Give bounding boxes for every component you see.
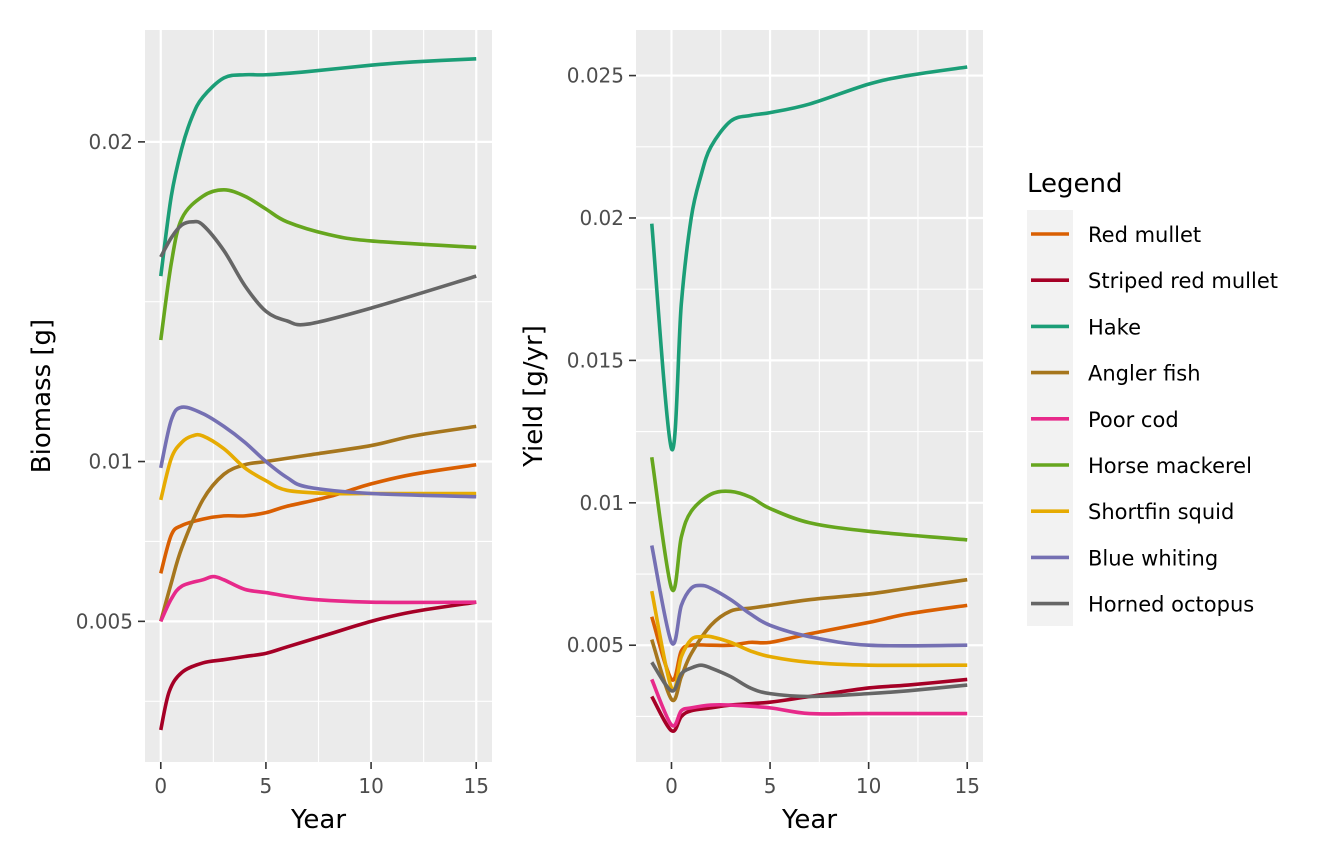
biomass-series-line-angler-fish [159, 424, 477, 622]
biomass-series-line-striped-red-mullet [159, 600, 477, 731]
yield-series-line-horse-mackerel [649, 456, 968, 593]
yield-series-line-horned-octopus [650, 661, 968, 699]
biomass-y-tick-label: 0.005 [76, 609, 133, 633]
biomass-x-tick-label: 0 [154, 774, 167, 798]
legend-title: Legend [1027, 169, 1123, 199]
yield-series-line-blue-whiting [650, 545, 968, 648]
biomass-y-tick-label: 0.01 [88, 450, 133, 474]
yield-x-tick-label: 0 [665, 774, 678, 798]
yield-plot-background [636, 30, 983, 762]
biomass-x-tick-label: 15 [464, 774, 489, 798]
legend: Legend Red mullet Striped red mullet Hake A… [1027, 169, 1278, 626]
legend-label-horse-mackerel: Horse mackerel [1088, 454, 1252, 478]
yield-y-tick-label: 0.01 [579, 491, 624, 515]
yield-y-tick-label: 0.015 [567, 348, 624, 372]
biomass-series-line-horned-octopus [159, 219, 477, 327]
biomass-series-line-poor-cod [159, 574, 477, 623]
yield-y-axis-title: Yield [g/yr] [519, 325, 549, 468]
legend-label-striped-red-mullet: Striped red mullet [1088, 269, 1278, 293]
biomass-series-line-red-mullet [159, 462, 477, 574]
biomass-series-line-hake [158, 56, 477, 277]
yield-x-tick-label: 5 [764, 774, 777, 798]
biomass-x-tick-label: 10 [358, 774, 383, 798]
biomass-y-tick-label: 0.02 [88, 130, 133, 154]
legend-label-red-mullet: Red mullet [1088, 223, 1201, 247]
biomass-y-axis-title: Biomass [g] [27, 319, 57, 473]
biomass-series-line-blue-whiting [159, 405, 477, 499]
legend-label-blue-whiting: Blue whiting [1088, 546, 1218, 570]
yield-series-line-shortfin-squid [650, 590, 968, 692]
yield-y-tick-label: 0.02 [579, 206, 624, 230]
biomass-x-axis-title: Year [290, 805, 346, 835]
yield-panel: 0 5 10 15 0.005 0.01 0.015 0.02 0.025 Year Yield [… [519, 30, 983, 835]
legend-label-hake: Hake [1088, 315, 1141, 339]
legend-label-horned-octopus: Horned octopus [1088, 593, 1254, 617]
biomass-panel: 0 5 10 15 0.005 0.01 0.02 Year Biomass [g] [27, 30, 492, 835]
yield-x-axis-title: Year [781, 805, 837, 835]
legend-label-shortfin-squid: Shortfin squid [1088, 500, 1234, 524]
biomass-x-tick-label: 5 [260, 774, 273, 798]
yield-series-line-poor-cod [650, 678, 968, 728]
yield-y-tick-label: 0.005 [567, 633, 624, 657]
yield-x-tick-label: 10 [856, 774, 881, 798]
biomass-series-line-shortfin-squid [159, 432, 477, 501]
yield-y-tick-label: 0.025 [567, 64, 624, 88]
legend-label-angler-fish: Angler fish [1088, 362, 1201, 386]
yield-series-line-hake [649, 65, 968, 452]
yield-x-tick-label: 15 [955, 774, 980, 798]
legend-label-poor-cod: Poor cod [1088, 408, 1179, 432]
